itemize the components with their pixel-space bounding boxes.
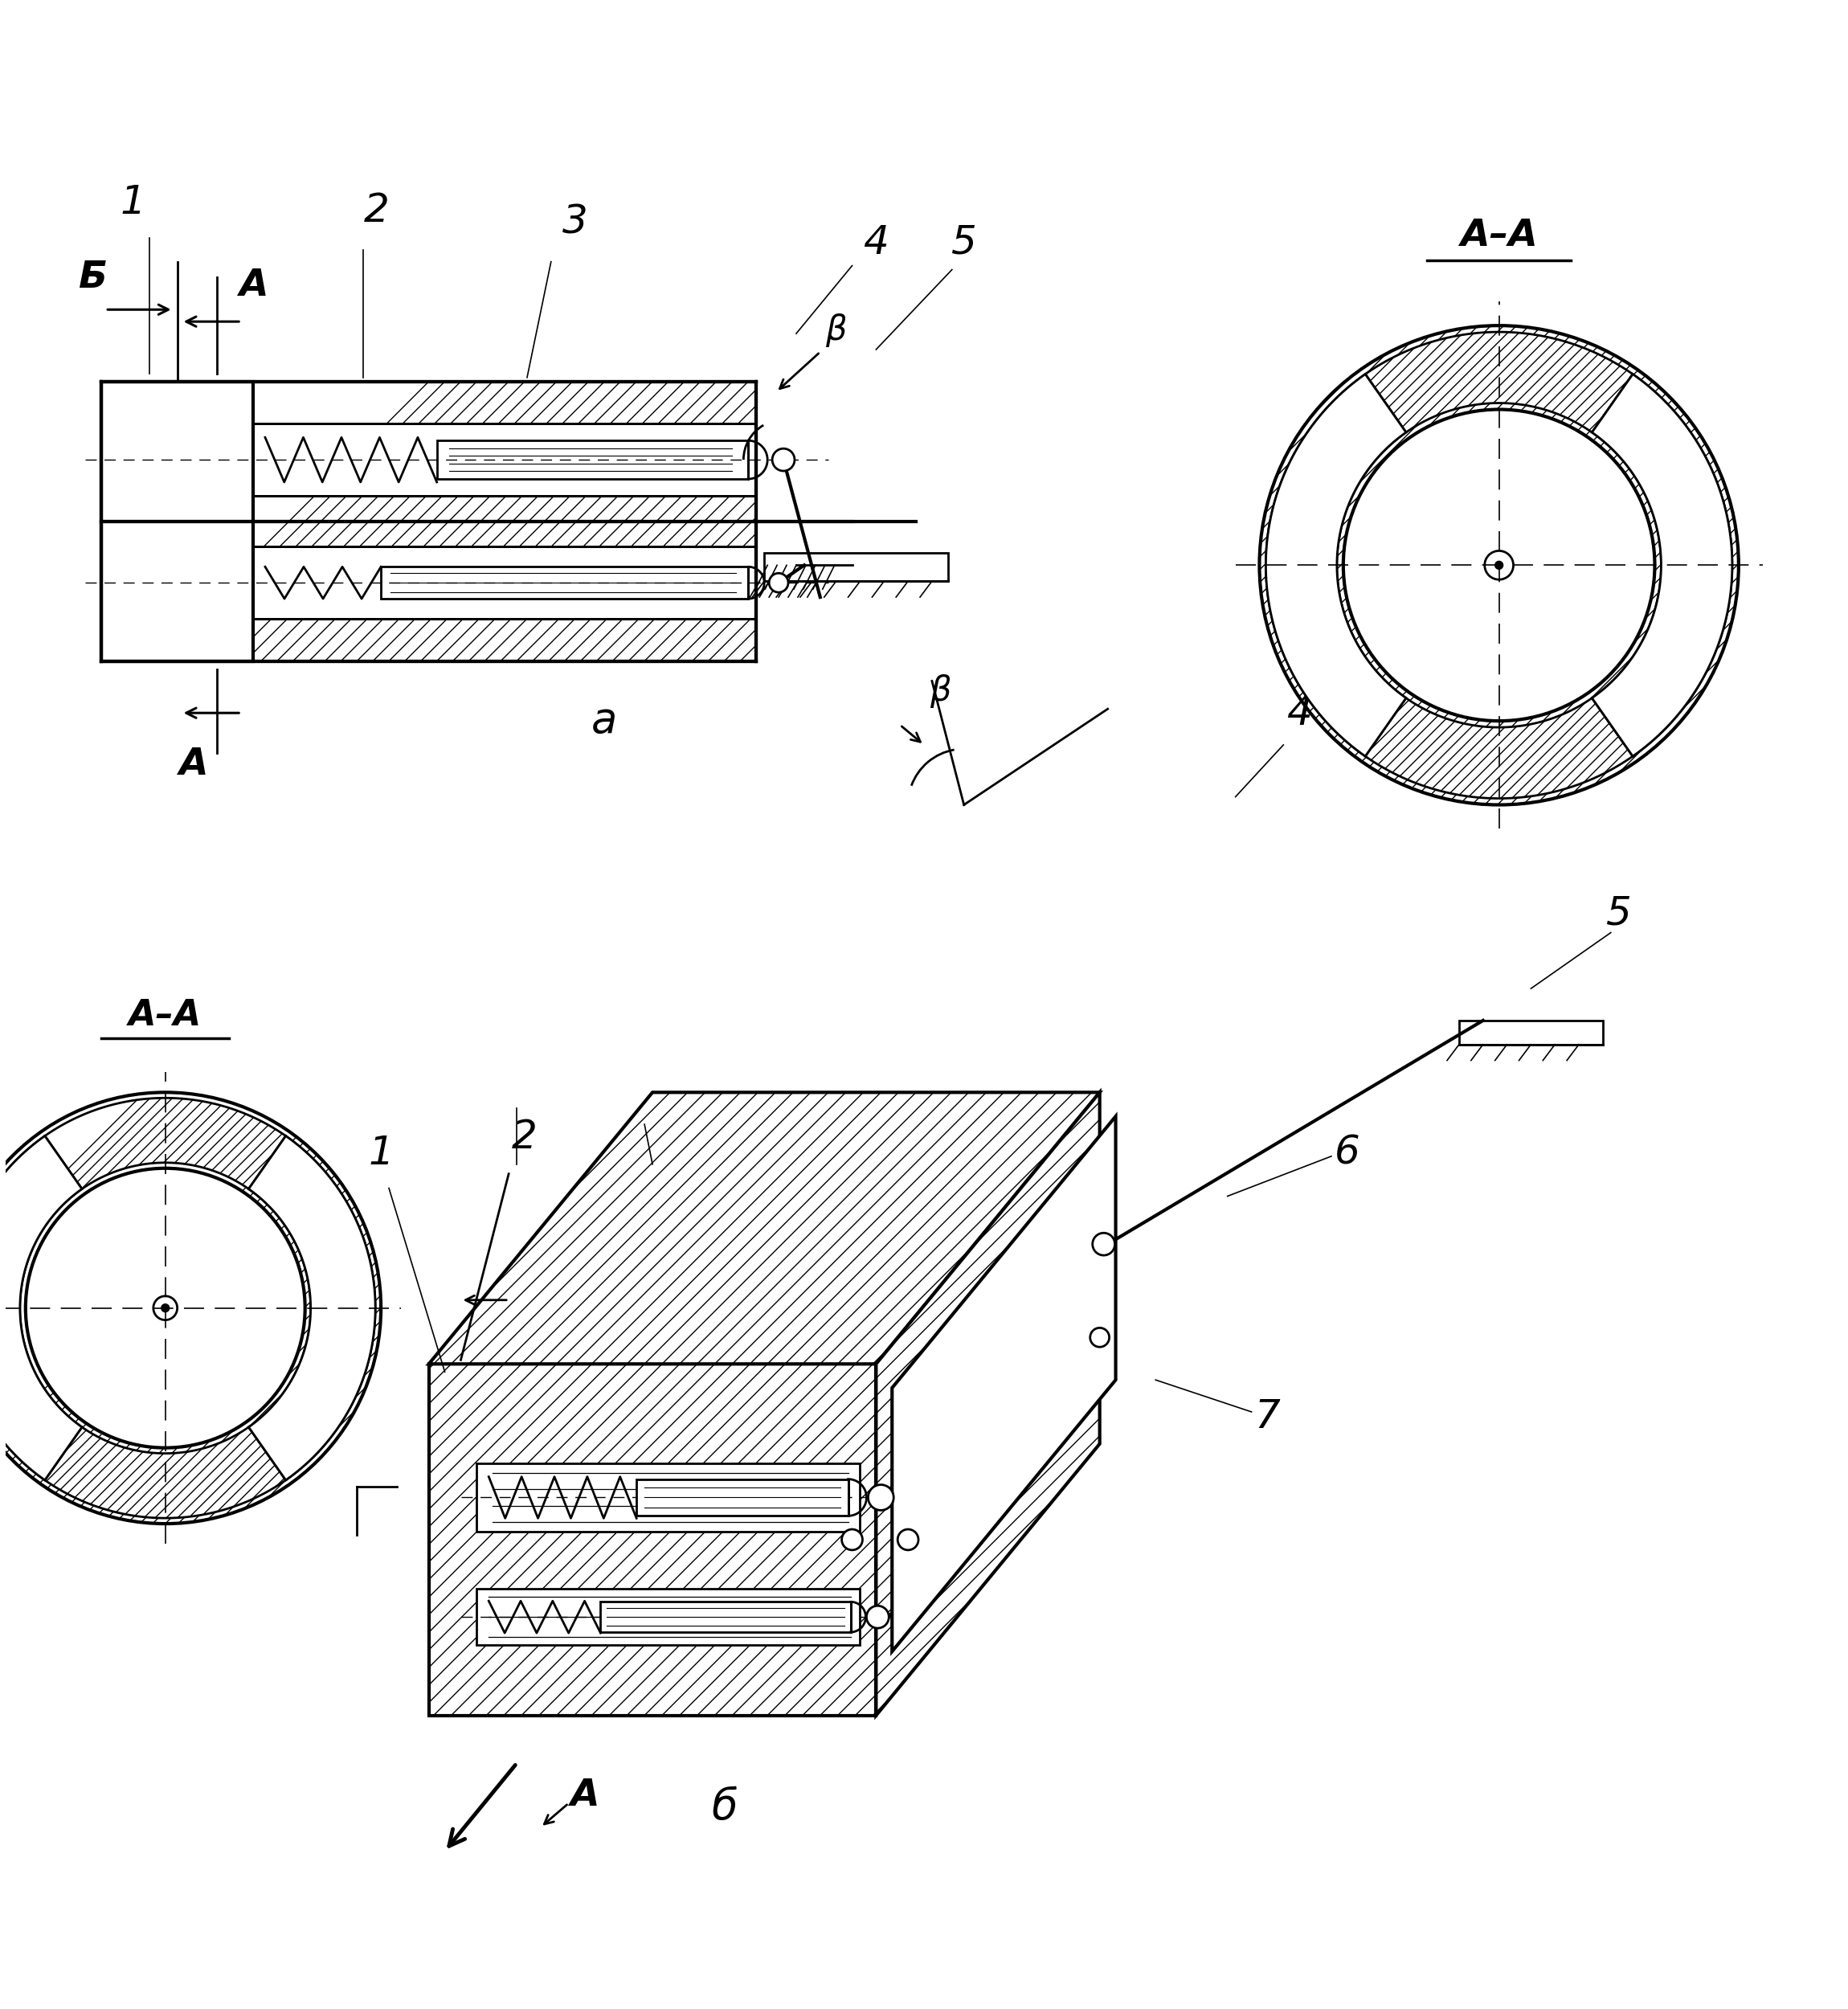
Text: 1: 1 bbox=[120, 183, 146, 221]
Polygon shape bbox=[249, 1135, 375, 1481]
Text: A: A bbox=[179, 747, 209, 784]
Text: 2: 2 bbox=[512, 1117, 538, 1157]
Circle shape bbox=[161, 1304, 170, 1312]
Circle shape bbox=[898, 1529, 918, 1551]
Polygon shape bbox=[1591, 374, 1732, 755]
Polygon shape bbox=[1591, 374, 1732, 755]
Circle shape bbox=[769, 573, 789, 593]
Bar bbox=[381, 567, 748, 599]
Polygon shape bbox=[1266, 374, 1406, 755]
Polygon shape bbox=[44, 1426, 286, 1519]
Circle shape bbox=[869, 1485, 894, 1511]
Text: 7: 7 bbox=[1255, 1398, 1281, 1436]
Circle shape bbox=[1090, 1328, 1109, 1346]
Text: 4: 4 bbox=[863, 223, 889, 261]
Circle shape bbox=[0, 1085, 388, 1531]
Text: A: A bbox=[238, 267, 268, 303]
Bar bbox=[253, 619, 756, 661]
Polygon shape bbox=[893, 1117, 1116, 1651]
Text: 1: 1 bbox=[368, 1133, 394, 1173]
Text: A–A: A–A bbox=[129, 998, 201, 1033]
Bar bbox=[1460, 1021, 1602, 1045]
Text: 2: 2 bbox=[364, 191, 390, 229]
Circle shape bbox=[772, 448, 795, 470]
Text: A–A: A–A bbox=[1460, 217, 1538, 253]
Polygon shape bbox=[44, 1099, 286, 1189]
Bar bbox=[253, 424, 756, 496]
Polygon shape bbox=[1266, 374, 1406, 755]
Bar bbox=[253, 382, 756, 424]
Text: β: β bbox=[930, 675, 950, 709]
Circle shape bbox=[1484, 550, 1514, 579]
Polygon shape bbox=[876, 1093, 1100, 1716]
Text: б: б bbox=[711, 1786, 737, 1828]
Bar bbox=[102, 382, 253, 661]
Text: A: A bbox=[514, 1250, 543, 1286]
Bar bbox=[253, 496, 756, 546]
Text: 4: 4 bbox=[1286, 695, 1312, 733]
Circle shape bbox=[1495, 561, 1502, 569]
Circle shape bbox=[1251, 317, 1746, 814]
Polygon shape bbox=[0, 1135, 81, 1481]
Bar bbox=[601, 1601, 850, 1631]
Text: 6: 6 bbox=[1334, 1133, 1360, 1173]
Bar bbox=[636, 1479, 848, 1517]
Bar bbox=[253, 546, 756, 619]
Circle shape bbox=[867, 1605, 889, 1627]
Text: Б: Б bbox=[79, 259, 107, 295]
Polygon shape bbox=[0, 1135, 81, 1481]
Text: A: A bbox=[569, 1778, 599, 1814]
Polygon shape bbox=[429, 1093, 1100, 1364]
Text: β: β bbox=[826, 313, 846, 348]
Text: 5: 5 bbox=[952, 223, 978, 261]
Polygon shape bbox=[429, 1364, 876, 1716]
Polygon shape bbox=[1366, 697, 1634, 798]
Bar bbox=[477, 1463, 859, 1531]
Text: a: a bbox=[591, 699, 617, 741]
Polygon shape bbox=[1366, 331, 1634, 432]
Circle shape bbox=[1092, 1234, 1114, 1256]
Circle shape bbox=[153, 1296, 177, 1320]
Bar bbox=[477, 1589, 859, 1645]
Polygon shape bbox=[249, 1135, 375, 1481]
Text: 5: 5 bbox=[1606, 894, 1632, 932]
Bar bbox=[436, 440, 748, 478]
Circle shape bbox=[841, 1529, 863, 1551]
Text: 3: 3 bbox=[562, 203, 588, 241]
Text: 3: 3 bbox=[647, 1117, 673, 1157]
Bar bbox=[765, 552, 948, 581]
